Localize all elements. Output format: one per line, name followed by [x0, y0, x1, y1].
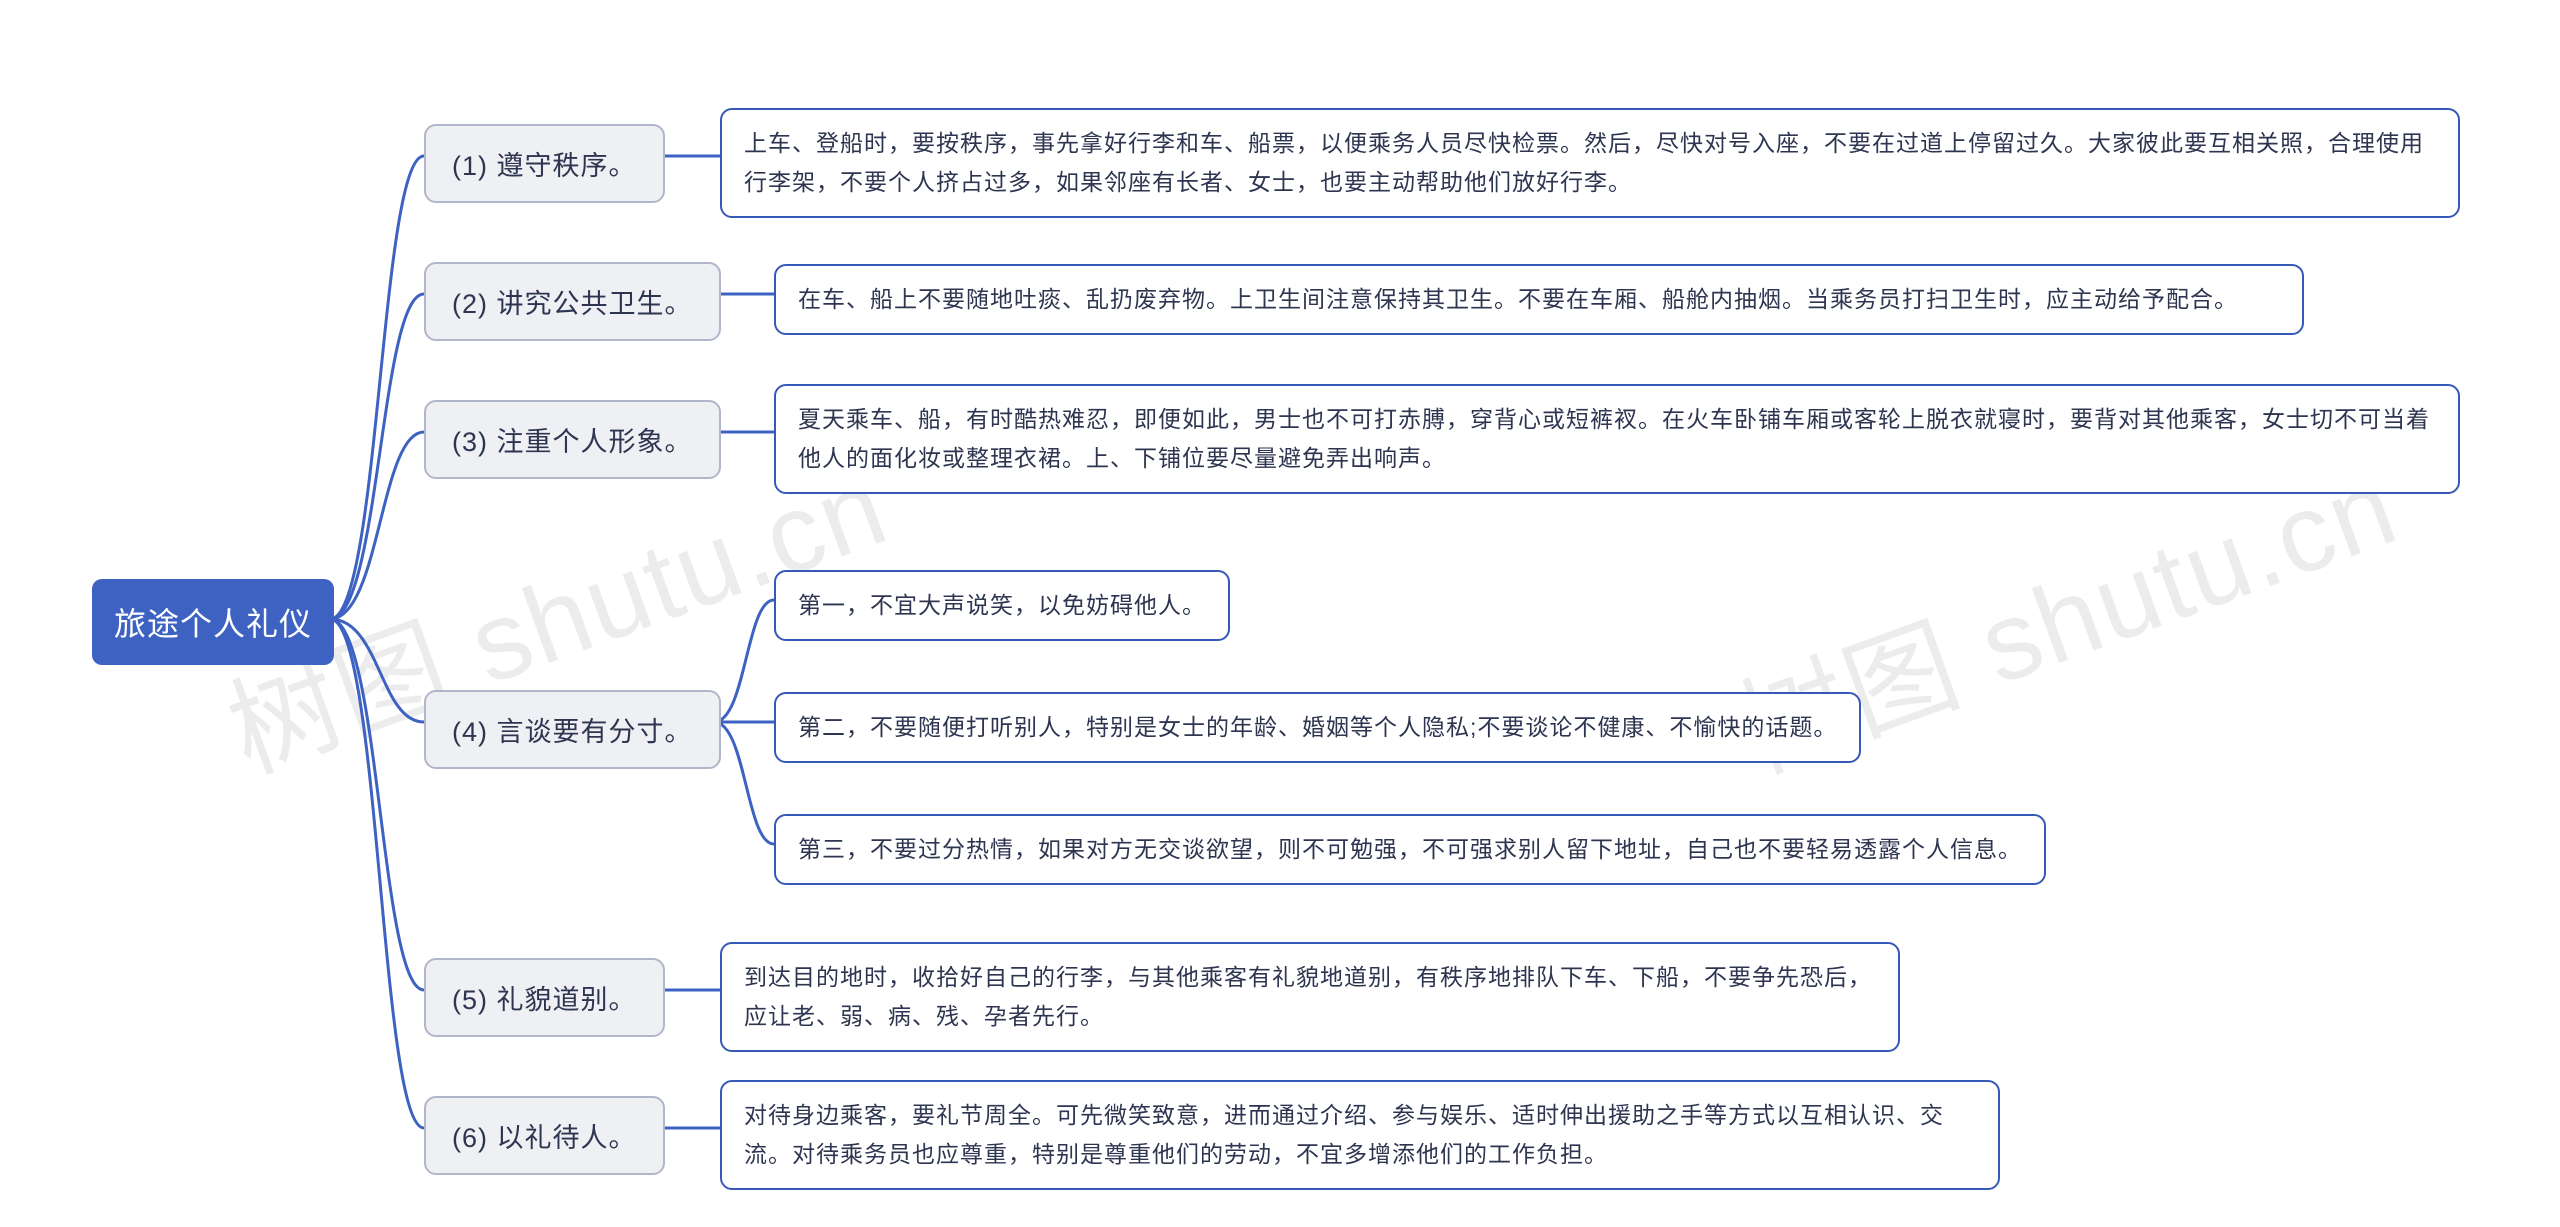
mindmap-canvas: 树图 shutu.cn 树图 shutu.cn 旅	[0, 0, 2560, 1227]
detail-4b[interactable]: 第二，不要随便打听别人，特别是女士的年龄、婚姻等个人隐私;不要谈论不健康、不愉快…	[774, 692, 1861, 763]
topic-2[interactable]: (2) 讲究公共卫生。	[424, 262, 721, 341]
detail-2[interactable]: 在车、船上不要随地吐痰、乱扔废弃物。上卫生间注意保持其卫生。不要在车厢、船舱内抽…	[774, 264, 2304, 335]
topic-4[interactable]: (4) 言谈要有分寸。	[424, 690, 721, 769]
detail-1[interactable]: 上车、登船时，要按秩序，事先拿好行李和车、船票，以便乘务人员尽快检票。然后，尽快…	[720, 108, 2460, 218]
root-node[interactable]: 旅途个人礼仪	[92, 579, 334, 665]
topic-3[interactable]: (3) 注重个人形象。	[424, 400, 721, 479]
detail-6[interactable]: 对待身边乘客，要礼节周全。可先微笑致意，进而通过介绍、参与娱乐、适时伸出援助之手…	[720, 1080, 2000, 1190]
topic-6[interactable]: (6) 以礼待人。	[424, 1096, 665, 1175]
detail-4a[interactable]: 第一，不宜大声说笑，以免妨碍他人。	[774, 570, 1230, 641]
topic-1[interactable]: (1) 遵守秩序。	[424, 124, 665, 203]
topic-5[interactable]: (5) 礼貌道别。	[424, 958, 665, 1037]
detail-5[interactable]: 到达目的地时，收拾好自己的行李，与其他乘客有礼貌地道别，有秩序地排队下车、下船，…	[720, 942, 1900, 1052]
detail-3[interactable]: 夏天乘车、船，有时酷热难忍，即便如此，男士也不可打赤膊，穿背心或短裤衩。在火车卧…	[774, 384, 2460, 494]
detail-4c[interactable]: 第三，不要过分热情，如果对方无交谈欲望，则不可勉强，不可强求别人留下地址，自己也…	[774, 814, 2046, 885]
